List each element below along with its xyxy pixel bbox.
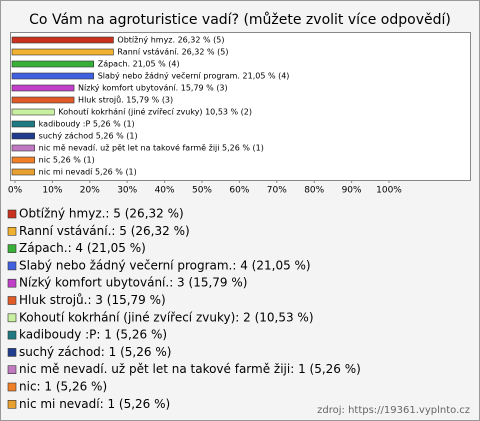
legend-label: nic mi nevadí: 1 (5,26 %) xyxy=(19,397,170,411)
value-label: Kohoutí kokrhání (jiné zvířecí zvuky) 10… xyxy=(58,107,252,117)
bar xyxy=(11,120,35,128)
source: zdroj: https://19361.vyplnto.cz xyxy=(317,405,470,416)
bar xyxy=(11,48,114,56)
x-tick-label: 20% xyxy=(80,186,100,196)
legend-swatch xyxy=(7,227,17,236)
x-tick-label: 60% xyxy=(229,186,249,196)
legend-label: suchý záchod: 1 (5,26 %) xyxy=(19,345,171,359)
legend-swatch xyxy=(7,365,17,375)
x-tick-label: 30% xyxy=(117,186,137,196)
legend-swatch xyxy=(7,330,17,340)
x-tick-label: 70% xyxy=(267,186,287,196)
legend-swatch xyxy=(7,313,17,323)
plot-area xyxy=(10,32,471,181)
legend-swatch xyxy=(7,382,17,392)
bar xyxy=(11,156,35,164)
legend-swatch xyxy=(7,244,17,253)
chart-title: Co Vám na agroturistice vadí? (můžete zv… xyxy=(29,12,451,28)
x-tick-label: 0% xyxy=(8,186,23,196)
legend-label: Slabý nebo žádný večerní program.: 4 (21… xyxy=(19,258,311,272)
bar xyxy=(11,96,75,104)
value-label: Zápach. 21,05 % (4) xyxy=(98,60,180,69)
value-label: Hluk strojů. 15,79 % (3) xyxy=(78,95,173,105)
value-label: Obtížný hmyz. 26,32 % (5) xyxy=(117,36,224,45)
value-label: Nízký komfort ubytování. 15,79 % (3) xyxy=(78,84,228,93)
value-label: kadiboudy :P 5,26 % (1) xyxy=(39,120,135,129)
legend-label: Nízký komfort ubytování.: 3 (15,79 %) xyxy=(19,276,247,290)
bar xyxy=(11,84,75,92)
legend-label: nic mě nevadí. už pět let na takové farm… xyxy=(19,362,361,376)
value-label: suchý záchod 5,26 % (1) xyxy=(39,132,138,141)
legend-label: Obtížný hmyz.: 5 (26,32 %) xyxy=(19,207,184,221)
legend-label: kadiboudy :P: 1 (5,26 %) xyxy=(19,328,167,342)
value-label: nic mě nevadí. už pět let na takové farm… xyxy=(39,143,264,153)
bar xyxy=(11,36,114,44)
value-label: Slabý nebo žádný večerní program. 21,05 … xyxy=(98,71,290,81)
bar xyxy=(11,72,95,80)
bar xyxy=(11,168,35,176)
x-tick-label: 90% xyxy=(342,186,362,196)
legend-swatch xyxy=(7,399,17,409)
bar xyxy=(11,60,95,68)
legend-swatch xyxy=(7,278,17,288)
value-label: Ranní vstávání. 26,32 % (5) xyxy=(117,48,228,57)
value-label: nic 5,26 % (1) xyxy=(39,156,95,165)
bar xyxy=(11,108,55,116)
legend-label: Kohoutí kokrhání (jiné zvířecí zvuky): 2… xyxy=(19,310,314,324)
legend-swatch xyxy=(7,348,17,357)
legend-swatch xyxy=(7,296,17,305)
legend-label: Ranní vstávání.: 5 (26,32 %) xyxy=(19,224,190,238)
x-tick-label: 100% xyxy=(376,186,402,196)
legend-label: Zápach.: 4 (21,05 %) xyxy=(19,241,146,255)
legend-swatch xyxy=(7,261,17,271)
value-label: nic mi nevadí 5,26 % (1) xyxy=(39,168,137,177)
bar xyxy=(11,144,35,152)
legend-label: nic: 1 (5,26 %) xyxy=(19,380,107,394)
legend-label: Hluk strojů.: 3 (15,79 %) xyxy=(19,293,166,307)
legend-swatch xyxy=(7,209,17,219)
x-tick-label: 40% xyxy=(155,186,175,196)
x-tick-label: 10% xyxy=(42,186,62,196)
bar xyxy=(11,132,35,140)
x-tick-label: 80% xyxy=(304,186,324,196)
x-tick-label: 50% xyxy=(192,186,212,196)
